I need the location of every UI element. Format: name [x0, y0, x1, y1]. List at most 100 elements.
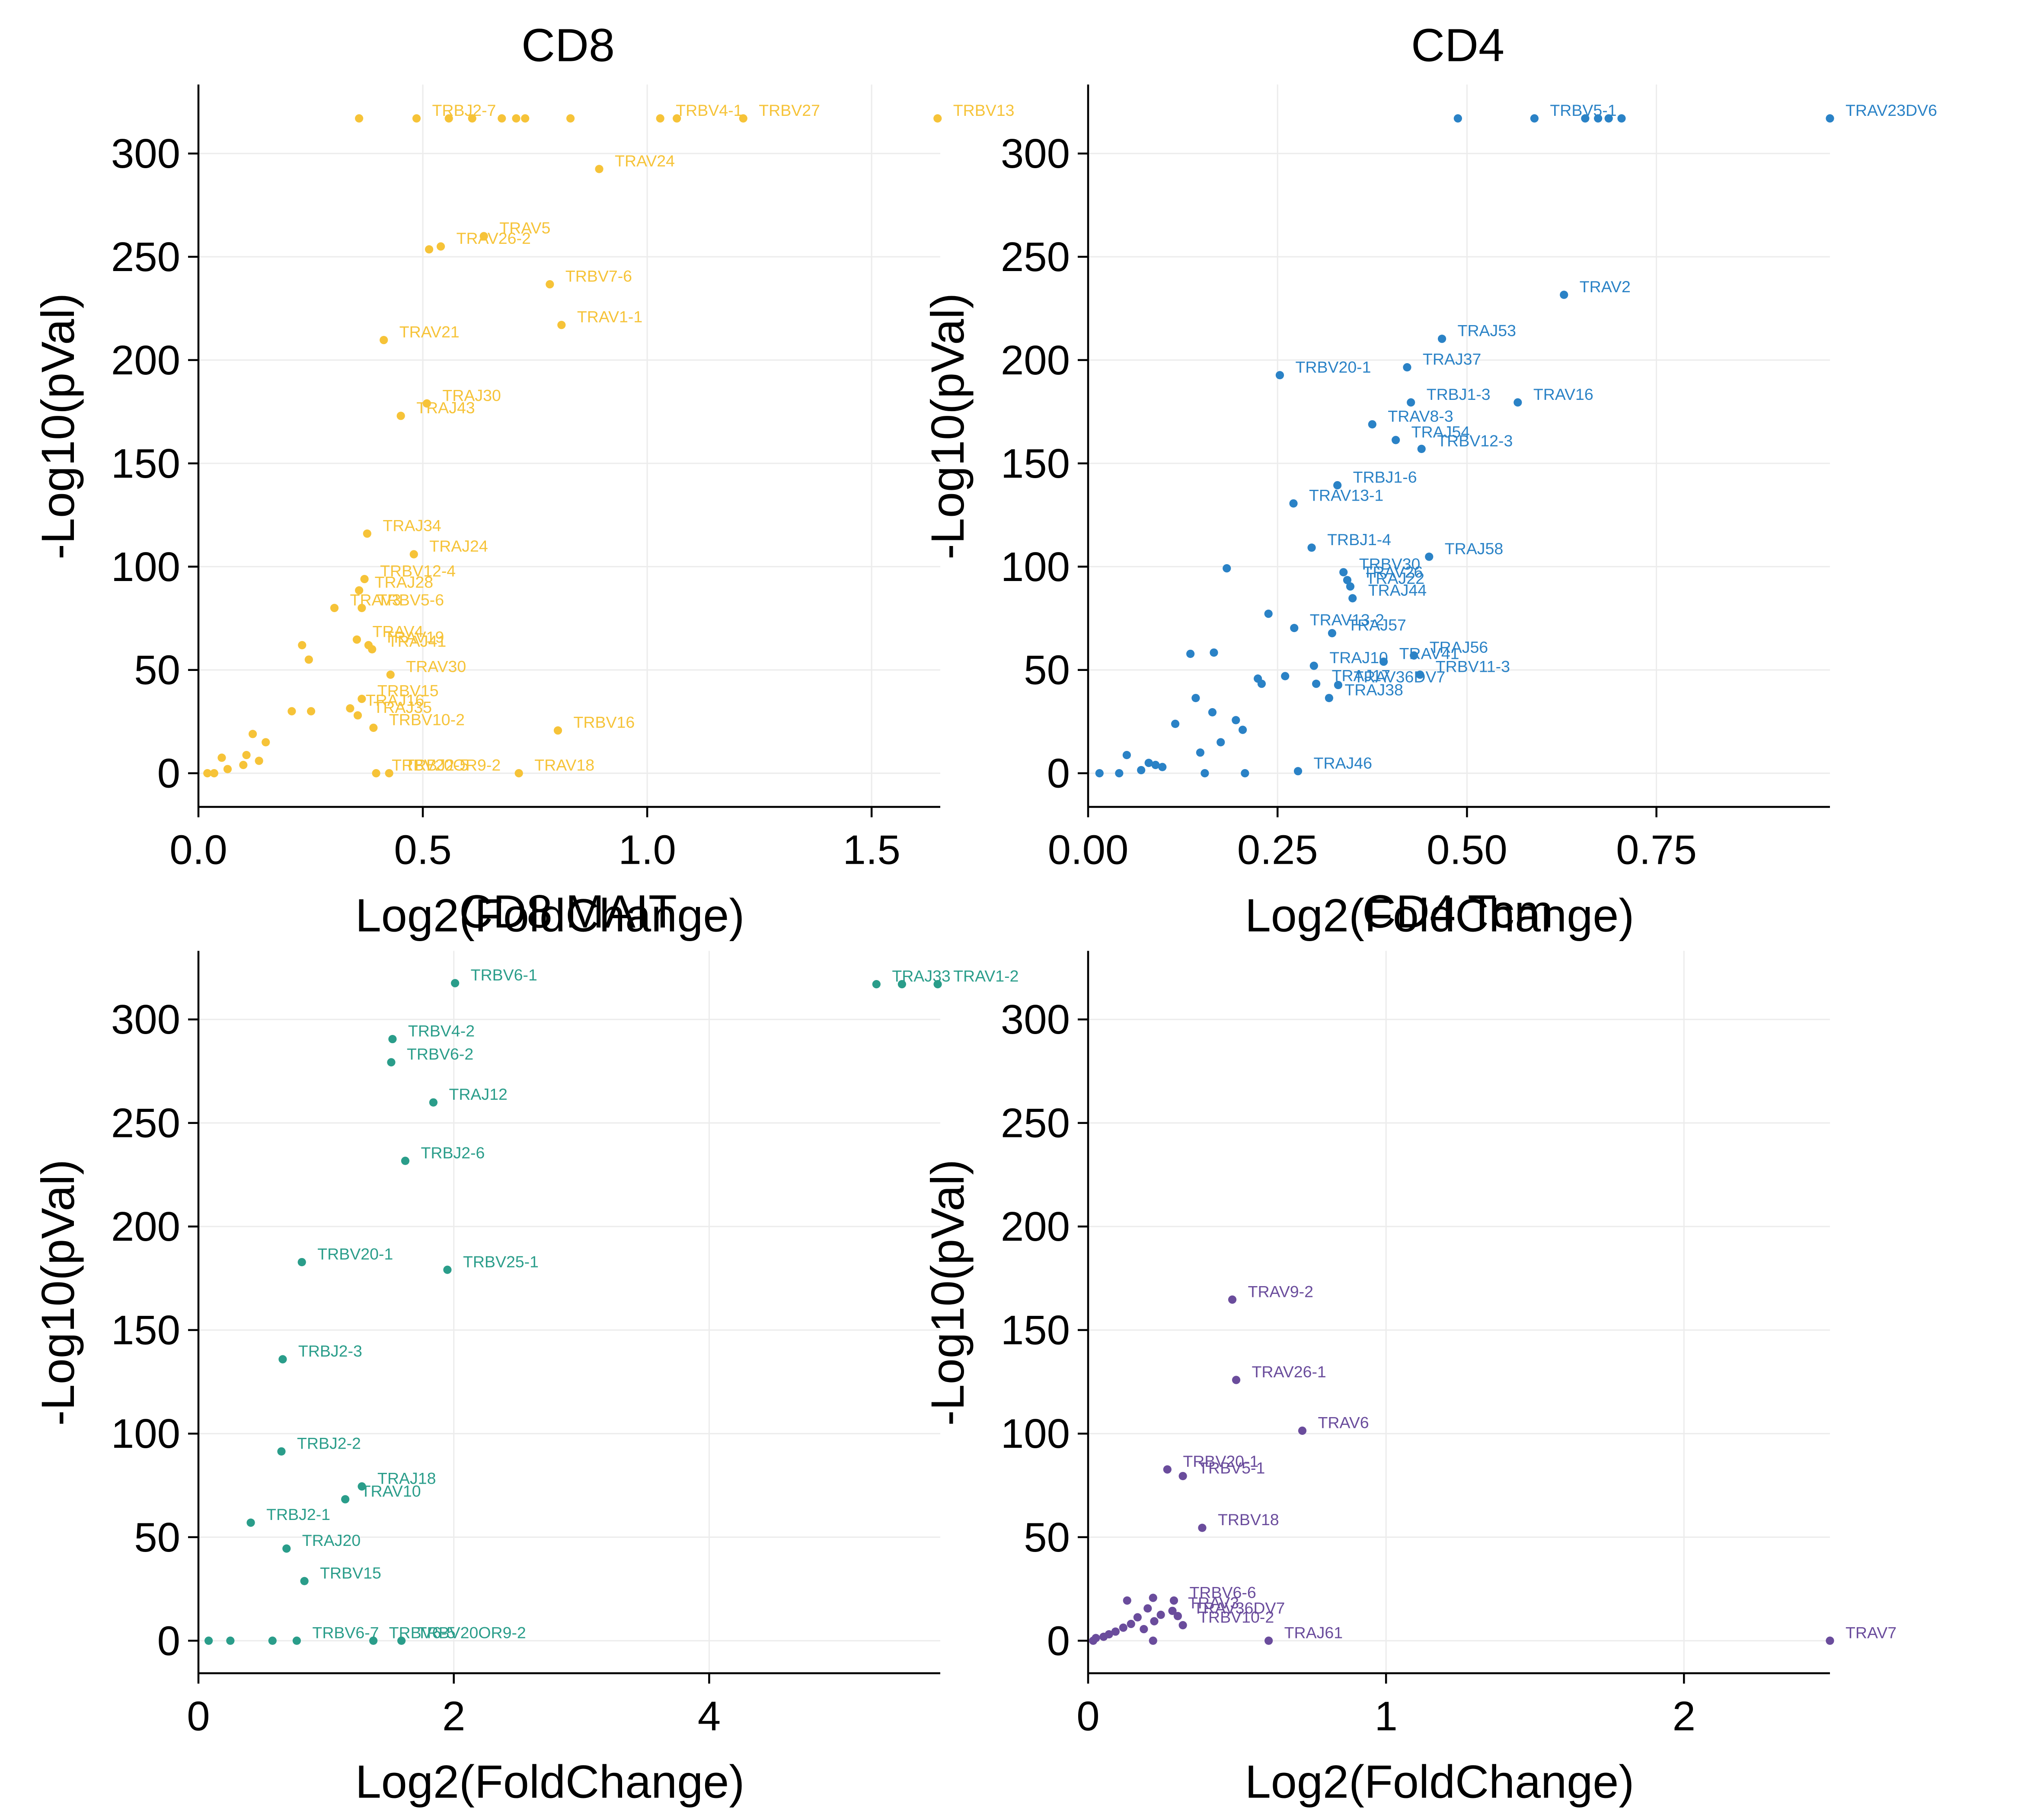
- point-label: TRBJ2-1: [266, 1505, 330, 1523]
- point: [1140, 1625, 1148, 1634]
- point: [1149, 1593, 1157, 1602]
- point: [242, 750, 251, 760]
- point: [223, 765, 232, 773]
- x-tick-label: 1.5: [843, 827, 900, 873]
- point: [1264, 1636, 1273, 1645]
- point: [1217, 738, 1225, 747]
- point: [1437, 335, 1446, 343]
- point: [369, 1636, 378, 1645]
- point: [397, 1636, 406, 1645]
- x-tick-label: 0.5: [394, 827, 451, 873]
- point: [1144, 759, 1153, 767]
- point: [429, 1098, 438, 1107]
- point: [566, 114, 575, 123]
- point: [512, 114, 520, 123]
- point-label: TRAV4: [372, 622, 423, 640]
- y-tick-label: 200: [1001, 337, 1070, 383]
- point: [358, 694, 366, 703]
- point-label: TRAJ20: [302, 1531, 361, 1549]
- point-label: TRAJ17: [1332, 667, 1390, 685]
- point-label: TRBV6-7: [312, 1623, 379, 1641]
- point: [372, 769, 380, 778]
- point: [300, 1577, 309, 1585]
- point-label: TRAV1-1: [577, 308, 642, 326]
- point: [1392, 436, 1400, 444]
- point-label: TRBJ2-3: [298, 1342, 362, 1360]
- point-label: TRAV8-3: [1388, 407, 1453, 425]
- point-label: TRAV10: [361, 1482, 421, 1500]
- point: [1453, 114, 1462, 123]
- point-label: TRBV20OR9-2: [417, 1623, 526, 1641]
- point-label: TRAV6: [1318, 1414, 1369, 1432]
- x-axis-label: Log2(FoldChange): [355, 889, 745, 942]
- point-label: TRBV27: [759, 101, 820, 119]
- point: [546, 280, 554, 289]
- point: [444, 114, 453, 123]
- point: [369, 723, 378, 732]
- point: [1403, 363, 1411, 372]
- point: [1368, 420, 1376, 429]
- point-label: TRAV26-2: [457, 229, 531, 247]
- y-axis-label: -Log10(pVal): [32, 1159, 84, 1426]
- y-tick-label: 100: [1001, 1411, 1070, 1457]
- point-label: TRBV4-1: [676, 101, 742, 119]
- y-tick-label: 250: [111, 234, 180, 280]
- point: [1560, 291, 1568, 299]
- point-label: TRBJ2-7: [432, 101, 496, 119]
- point-label: TRAV36DV7: [1354, 668, 1445, 686]
- point-label: TRBV20-1: [1295, 358, 1371, 376]
- point-label: TRAV26-1: [1252, 1363, 1326, 1381]
- point: [451, 979, 460, 987]
- point: [368, 645, 377, 654]
- point: [210, 769, 218, 778]
- point-label: TRBV20-1: [1183, 1452, 1258, 1470]
- point: [1328, 629, 1337, 638]
- point: [1171, 719, 1180, 728]
- point: [1168, 1606, 1177, 1615]
- point: [1604, 114, 1613, 123]
- point: [521, 114, 530, 123]
- y-tick-label: 100: [1001, 544, 1070, 590]
- point: [1158, 763, 1167, 771]
- point: [1133, 1613, 1142, 1622]
- point: [1151, 760, 1160, 770]
- point-label: TRBV16: [574, 713, 635, 731]
- point: [468, 114, 476, 123]
- point: [1191, 694, 1200, 702]
- point: [1186, 649, 1195, 658]
- x-tick-label: 0.00: [1048, 827, 1129, 873]
- point-label: TRAV18: [534, 756, 594, 774]
- point: [226, 1636, 235, 1645]
- y-tick-label: 0: [157, 750, 180, 797]
- point: [1581, 114, 1590, 123]
- point: [1290, 624, 1299, 632]
- x-tick-label: 0.25: [1237, 827, 1318, 873]
- point: [287, 707, 296, 715]
- point: [1173, 1612, 1182, 1620]
- x-tick-label: 1: [1374, 1693, 1397, 1740]
- point: [346, 704, 354, 713]
- y-tick-label: 300: [111, 131, 180, 177]
- point-label: TRBV20-1: [317, 1245, 393, 1263]
- point: [1105, 1630, 1113, 1639]
- point: [1348, 594, 1357, 603]
- y-tick-label: 200: [111, 1204, 180, 1250]
- point-label: TRBV5-1: [1198, 1459, 1265, 1477]
- point-label: TRAV30: [406, 658, 466, 676]
- point-label: TRBV12-3: [1437, 431, 1513, 450]
- point: [1416, 671, 1424, 679]
- chart-title: CD4: [1411, 19, 1504, 71]
- point-label: TRAJ18: [377, 1469, 436, 1487]
- point: [358, 603, 366, 612]
- point: [307, 707, 316, 715]
- point: [1594, 114, 1603, 123]
- point: [1307, 543, 1316, 552]
- point-label: TRAJ38: [1344, 681, 1403, 699]
- point: [282, 1544, 291, 1553]
- point: [217, 754, 226, 762]
- point: [1143, 1604, 1152, 1613]
- x-tick-label: 0: [1076, 1693, 1099, 1740]
- point-label: TRAJ53: [1458, 322, 1516, 340]
- point-label: TRBJ2-6: [421, 1143, 485, 1162]
